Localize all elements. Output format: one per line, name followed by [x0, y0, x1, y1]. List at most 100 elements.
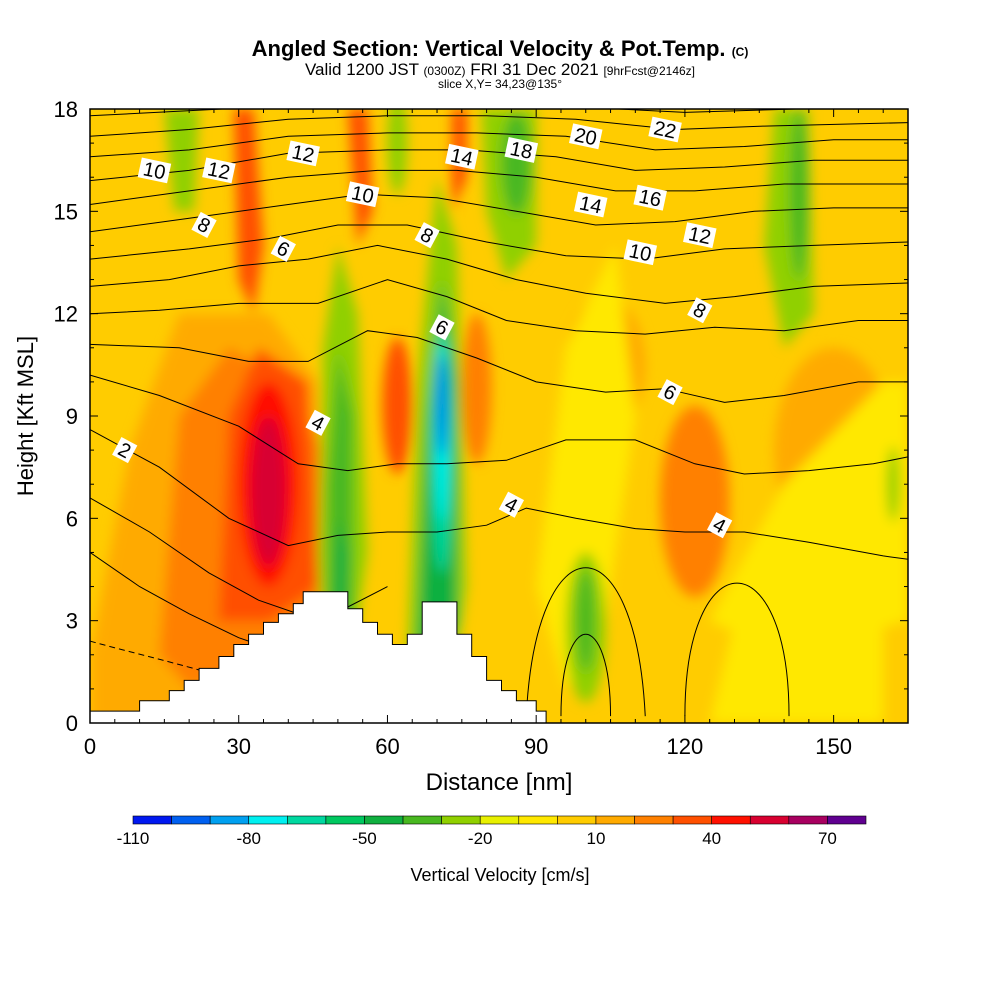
colorbar: -110 -80 -50 -20 10 40 70 Vertical Velocity [cm…	[117, 815, 867, 885]
downdraft-low-100-core	[576, 569, 595, 672]
contour-label-bg	[683, 222, 717, 249]
contour-label-3: 4	[706, 512, 733, 539]
valid-date: FRI 31 Dec 2021	[470, 60, 599, 79]
colorbar-tick-label: 70	[818, 829, 837, 848]
contour-label-8: 8	[414, 222, 440, 249]
contour-label-text: 12	[290, 141, 316, 167]
yellow-band-far-east	[709, 381, 908, 655]
updraft-peak	[251, 416, 286, 567]
contour-label-bg	[706, 512, 733, 539]
colorbar-swatch	[171, 815, 211, 825]
downdraft-upper-west	[164, 109, 200, 212]
contour-label-bg	[137, 157, 172, 184]
contour-label-bg	[202, 157, 236, 184]
contour-label-bg	[286, 140, 320, 167]
contour-closed-1	[525, 567, 646, 717]
contour-closed-3	[684, 582, 790, 717]
east-update-122	[660, 405, 730, 597]
downdraft-band-70-core	[437, 354, 447, 457]
y-axis-label: Height [Kft MSL]	[13, 336, 38, 496]
forecast-info: [9hrFcst@2146z]	[603, 64, 696, 78]
contour-5	[90, 374, 908, 475]
contour-label-15: 12	[683, 222, 717, 249]
contour-label-bg	[657, 379, 683, 406]
contour-9	[90, 224, 908, 260]
contour-label-6: 6	[657, 379, 683, 406]
contour-label-text: 16	[637, 186, 663, 212]
contour-13	[90, 132, 908, 158]
colorbar-tick-label: 40	[702, 829, 721, 848]
mid-update-62	[382, 337, 413, 474]
chart-subtitle: Valid 1200 JST (0300Z) FRI 31 Dec 2021 […	[0, 60, 1000, 80]
colorbar-swatch	[788, 815, 828, 825]
colorbar-swatch	[557, 815, 597, 825]
colorbar-swatch	[749, 815, 790, 825]
colorbar-swatch	[364, 815, 404, 825]
downdraft-upper-86	[501, 112, 532, 215]
colorbar-swatch	[287, 815, 327, 825]
contour-label-bg	[429, 314, 455, 341]
contour-label-5: 6	[429, 314, 455, 341]
downdraft-upper-62	[387, 109, 408, 195]
contour-label-bg	[345, 181, 380, 208]
upper-red-stripe-2	[347, 109, 373, 246]
contour-label-4: 6	[270, 235, 296, 262]
contour-label-9: 8	[687, 297, 713, 323]
y-tick-label: 6	[66, 506, 78, 531]
contour-labels: 2 4 4 4 6 6 6 8 8 8 10 10 10 12 12 12 14 14 16 18 20 22	[112, 116, 733, 539]
contour-label-bg	[569, 123, 603, 150]
colorbar-swatch	[827, 815, 867, 825]
colorbar-tick-label: -20	[468, 829, 493, 848]
contour-label-14: 12	[286, 140, 320, 167]
colorbar-tick-label: -50	[352, 829, 377, 848]
colorbar-label: Vertical Velocity [cm/s]	[410, 865, 589, 885]
chart-title: Angled Section: Vertical Velocity & Pot.…	[0, 36, 1000, 62]
contour-label-7: 8	[191, 211, 217, 238]
contour-label-bg	[573, 191, 608, 218]
x-tick-label: 0	[84, 734, 96, 759]
colorbar-swatch	[402, 815, 442, 825]
colorbar-swatch	[595, 815, 635, 825]
colorbar-swatch	[634, 815, 674, 825]
colorbar-tick-label: -80	[236, 829, 261, 848]
colorbar-swatch	[209, 815, 250, 825]
contour-label-bg	[270, 235, 296, 262]
x-tick-label: 60	[375, 734, 399, 759]
upper-red-stripe-1	[233, 109, 264, 314]
contour-dashed	[90, 640, 239, 683]
contour-label-text: 12	[686, 223, 712, 249]
x-tick-label: 150	[815, 734, 852, 759]
colorbar-swatch	[132, 815, 172, 825]
contour-label-16: 14	[445, 143, 479, 171]
contour-label-10: 10	[137, 157, 172, 184]
contour-6	[90, 330, 908, 403]
valid-zulu: (0300Z)	[423, 64, 466, 78]
contour-label-17: 14	[573, 191, 608, 219]
colorbar-swatch	[672, 815, 712, 825]
colorbar-swatch	[518, 815, 558, 825]
x-tick-label: 30	[226, 734, 250, 759]
contour-label-text: 14	[448, 145, 474, 171]
terrain	[89, 591, 908, 724]
contour-label-text: 22	[652, 117, 678, 143]
contour-8	[90, 244, 908, 304]
colorbar-tick-label: 10	[586, 829, 605, 848]
yellow-band-east	[536, 245, 636, 689]
colorbar-tick-label: -110	[117, 829, 150, 848]
y-tick-label: 15	[54, 199, 78, 224]
contour-label-text: 20	[572, 124, 598, 150]
y-tick-label: 9	[66, 404, 78, 429]
yellow-patch-south	[709, 620, 884, 723]
field-blobs	[90, 109, 908, 723]
valid-time: Valid 1200 JST	[304, 60, 419, 79]
contour-label-bg	[305, 409, 331, 436]
contour-label-bg	[648, 116, 682, 143]
contour-label-bg	[504, 137, 539, 163]
contour-7	[90, 279, 908, 335]
contour-label-bg	[633, 184, 667, 211]
contour-label-18: 16	[633, 184, 667, 212]
y-tick-label: 3	[66, 609, 78, 634]
contour-label-bg	[414, 222, 440, 249]
x-tick-label: 120	[667, 734, 704, 759]
contour-label-1: 4	[305, 409, 331, 436]
